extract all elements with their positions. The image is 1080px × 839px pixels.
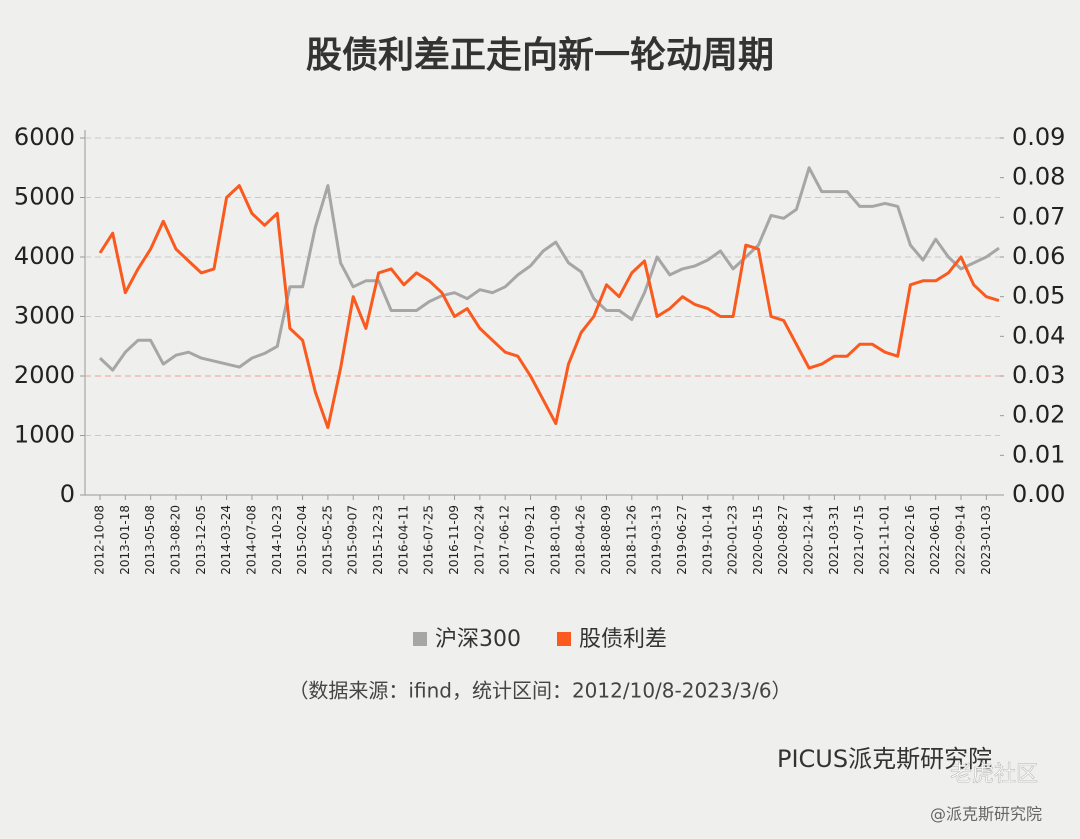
- series-line: [98, 166, 1000, 372]
- x-tick-label: 2022-09-14: [954, 505, 968, 575]
- x-tick-label: 2020-08-27: [776, 505, 790, 575]
- x-tick-label: 2022-02-16: [903, 505, 917, 575]
- y2-tick-label: 0.03: [1012, 361, 1065, 389]
- y-tick-label: 4000: [14, 242, 75, 270]
- brand: PICUS派克斯研究院: [777, 745, 992, 773]
- handle: @派克斯研究院: [930, 805, 1042, 824]
- x-tick-label: 2013-12-05: [194, 505, 208, 575]
- x-tick-label: 2021-03-31: [827, 505, 841, 575]
- x-tick-label: 2020-05-15: [751, 505, 765, 575]
- y-tick-label: 2000: [14, 361, 75, 389]
- x-tick-label: 2014-07-08: [244, 505, 258, 575]
- x-tick-label: 2018-08-09: [599, 505, 613, 575]
- y-tick-label: 5000: [14, 183, 75, 211]
- x-tick-label: 2018-11-26: [624, 505, 638, 575]
- x-tick-label: 2019-10-14: [700, 505, 714, 575]
- x-tick-label: 2019-06-27: [675, 505, 689, 575]
- y2-tick-label: 0.01: [1012, 440, 1065, 468]
- x-tick-label: 2020-01-23: [726, 505, 740, 575]
- legend-swatch: [413, 632, 427, 646]
- watermark: 老虎社区: [950, 762, 1038, 787]
- legend-label: 沪深300: [435, 627, 521, 652]
- x-tick-label: 2014-10-23: [270, 505, 284, 575]
- x-tick-label: 2013-08-20: [168, 505, 182, 575]
- x-tick-label: 2023-01-03: [979, 505, 993, 575]
- y2-tick-label: 0.08: [1012, 163, 1065, 191]
- x-tick-label: 2015-05-25: [320, 505, 334, 575]
- y2-tick-label: 0.09: [1012, 123, 1065, 151]
- x-tick-label: 2016-04-11: [396, 505, 410, 575]
- x-tick-label: 2014-03-24: [219, 505, 233, 575]
- x-tick-label: 2015-09-07: [346, 505, 360, 575]
- x-tick-label: 2016-11-09: [447, 505, 461, 575]
- x-tick-label: 2017-09-21: [523, 505, 537, 575]
- x-tick-label: 2021-11-01: [878, 505, 892, 575]
- y2-tick-label: 0.00: [1012, 480, 1065, 508]
- x-tick-label: 2022-06-01: [928, 505, 942, 575]
- legend-label: 股债利差: [579, 627, 667, 652]
- x-tick-label: 2019-03-13: [650, 505, 664, 575]
- y2-tick-label: 0.02: [1012, 401, 1065, 429]
- legend-swatch: [557, 632, 571, 646]
- x-tick-label: 2013-01-18: [118, 505, 132, 575]
- x-tick-label: 2017-06-12: [498, 505, 512, 575]
- x-tick-label: 2018-04-26: [574, 505, 588, 575]
- x-tick-label: 2012-10-08: [93, 505, 107, 575]
- x-tick-label: 2021-07-15: [852, 505, 866, 575]
- x-tick-label: 2020-12-14: [802, 505, 816, 575]
- y-tick-label: 6000: [14, 123, 75, 151]
- source-note: （数据来源：ifind，统计区间：2012/10/8-2023/3/6）: [288, 679, 791, 703]
- x-tick-label: 2015-02-04: [295, 505, 309, 575]
- x-tick-label: 2017-02-24: [472, 505, 486, 575]
- x-tick-label: 2018-01-09: [548, 505, 562, 575]
- x-tick-label: 2015-12-23: [371, 505, 385, 575]
- x-tick-label: 2016-07-25: [422, 505, 436, 575]
- series-line: [98, 184, 1000, 430]
- y2-tick-label: 0.07: [1012, 202, 1065, 230]
- y-tick-label: 3000: [14, 302, 75, 330]
- y2-tick-label: 0.05: [1012, 282, 1065, 310]
- y2-tick-label: 0.06: [1012, 242, 1065, 270]
- y-tick-label: 0: [60, 480, 75, 508]
- chart-title: 股债利差正走向新一轮动周期: [306, 35, 774, 76]
- y2-tick-label: 0.04: [1012, 321, 1065, 349]
- x-tick-label: 2013-05-08: [143, 505, 157, 575]
- y-tick-label: 1000: [14, 421, 75, 449]
